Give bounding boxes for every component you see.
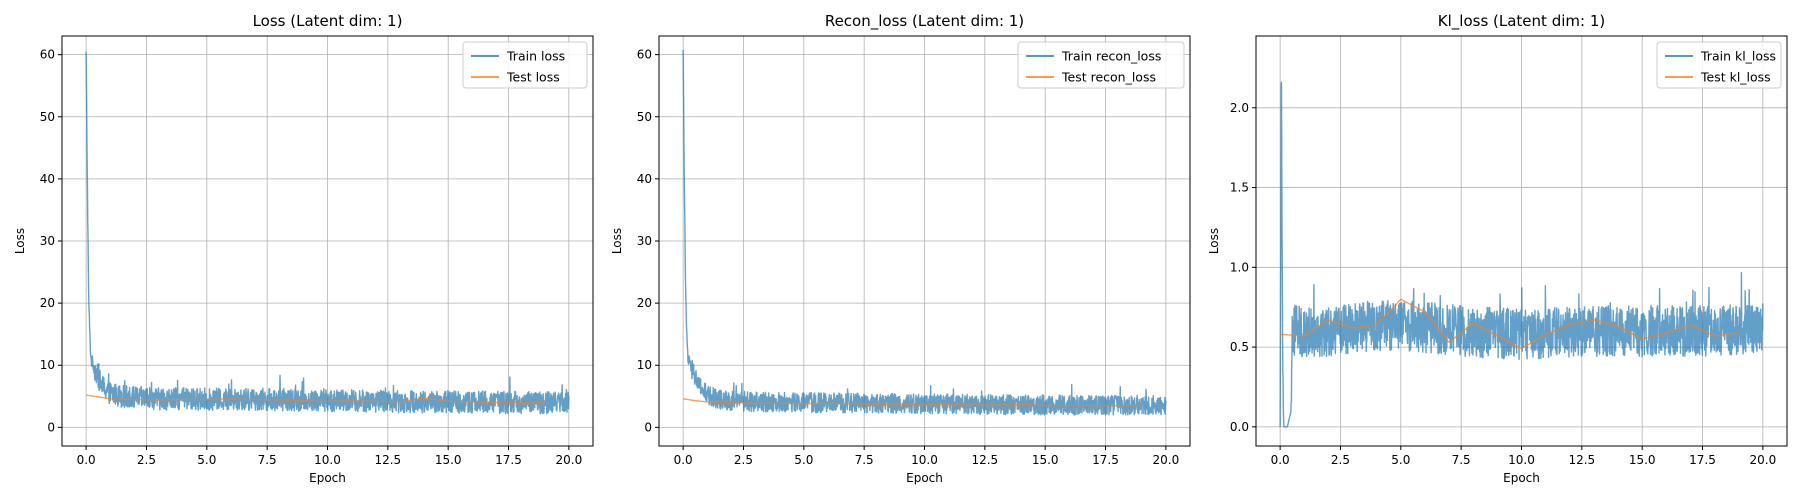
x-tick-label: 12.5 [374, 453, 401, 467]
y-tick-label: 2.0 [1230, 101, 1249, 115]
y-tick-label: 40 [40, 172, 55, 186]
x-tick-label: 5.0 [1391, 453, 1410, 467]
x-tick-label: 17.5 [1689, 453, 1716, 467]
y-tick-label: 50 [40, 110, 55, 124]
legend-box [1017, 41, 1185, 89]
x-axis-label: Epoch [906, 471, 943, 485]
legend-entry: Train kl_loss [1700, 49, 1776, 64]
y-tick-label: 1.0 [1230, 260, 1249, 274]
y-tick-label: 10 [637, 358, 652, 372]
chart-3: 0.0 2.5 5.0 7.5 10.0 12.5 15.0 17.5 20.0 0.0 0.5 1.… [1207, 12, 1788, 485]
x-tick-label: 15.0 [1629, 453, 1656, 467]
chart-title: Kl_loss (Latent dim: 1) [1438, 12, 1605, 31]
x-tick-label: 15.0 [1032, 453, 1059, 467]
x-tick-label: 12.5 [971, 453, 998, 467]
legend-entry: Train recon_loss [1061, 49, 1161, 64]
legend: Train loss Test loss [462, 41, 588, 89]
x-tick-label: 7.5 [855, 453, 874, 467]
y-tick-label: 20 [637, 296, 652, 310]
chart-1: 0.0 2.5 5.0 7.5 10.0 12.5 15.0 17.5 20.0 0 10 20 30 4… [13, 12, 594, 485]
chart-title: Loss (Latent dim: 1) [253, 12, 403, 30]
x-tick-label: 15.0 [435, 453, 462, 467]
y-tick-label: 0 [644, 420, 652, 434]
y-axis-label: Loss [1207, 228, 1221, 254]
y-axis-label: Loss [13, 228, 27, 254]
legend-entry: Test recon_loss [1061, 70, 1156, 85]
x-tick-label: 10.0 [1508, 453, 1535, 467]
x-tick-label: 20.0 [556, 453, 583, 467]
x-tick-label: 0.0 [1271, 453, 1290, 467]
x-axis-label: Epoch [309, 471, 346, 485]
x-tick-label: 12.5 [1568, 453, 1595, 467]
x-tick-label: 5.0 [794, 453, 813, 467]
x-tick-label: 17.5 [1092, 453, 1119, 467]
x-tick-label: 17.5 [495, 453, 522, 467]
y-tick-label: 60 [40, 48, 55, 62]
series-line-train [1279, 81, 1764, 428]
series-line-train [85, 51, 570, 415]
y-tick-label: 1.5 [1230, 181, 1249, 195]
x-tick-label: 7.5 [258, 453, 277, 467]
legend-entry: Train loss [506, 49, 565, 64]
legend: Train recon_loss Test recon_loss [1017, 41, 1185, 89]
legend-entry: Test loss [506, 70, 560, 85]
y-tick-label: 10 [40, 358, 55, 372]
y-axis-label: Loss [610, 228, 624, 254]
series-line-train [682, 50, 1167, 416]
y-tick-label: 0 [47, 420, 55, 434]
chart-2: 0.0 2.5 5.0 7.5 10.0 12.5 15.0 17.5 20.0 0 10 20 30 4… [610, 12, 1191, 485]
y-tick-label: 0.5 [1230, 340, 1249, 354]
series-line-test [1280, 298, 1739, 350]
chart-title: Recon_loss (Latent dim: 1) [825, 12, 1024, 31]
series-line-test [683, 398, 1142, 407]
y-tick-label: 40 [637, 172, 652, 186]
y-tick-label: 30 [40, 234, 55, 248]
x-tick-label: 20.0 [1750, 453, 1777, 467]
x-tick-label: 2.5 [137, 453, 156, 467]
x-tick-label: 0.0 [674, 453, 693, 467]
x-tick-label: 7.5 [1452, 453, 1471, 467]
x-tick-label: 0.0 [77, 453, 96, 467]
x-tick-label: 20.0 [1153, 453, 1180, 467]
x-axis-label: Epoch [1503, 471, 1540, 485]
legend: Train kl_loss Test kl_loss [1656, 41, 1782, 89]
x-tick-label: 2.5 [734, 453, 753, 467]
y-tick-label: 50 [637, 110, 652, 124]
y-tick-label: 20 [40, 296, 55, 310]
x-tick-label: 10.0 [314, 453, 341, 467]
y-tick-label: 0.0 [1230, 420, 1249, 434]
x-tick-label: 5.0 [197, 453, 216, 467]
x-tick-label: 2.5 [1331, 453, 1350, 467]
y-tick-label: 30 [637, 234, 652, 248]
series-line-test [86, 394, 545, 404]
x-tick-label: 10.0 [911, 453, 938, 467]
legend-entry: Test kl_loss [1700, 70, 1771, 85]
y-tick-label: 60 [637, 48, 652, 62]
